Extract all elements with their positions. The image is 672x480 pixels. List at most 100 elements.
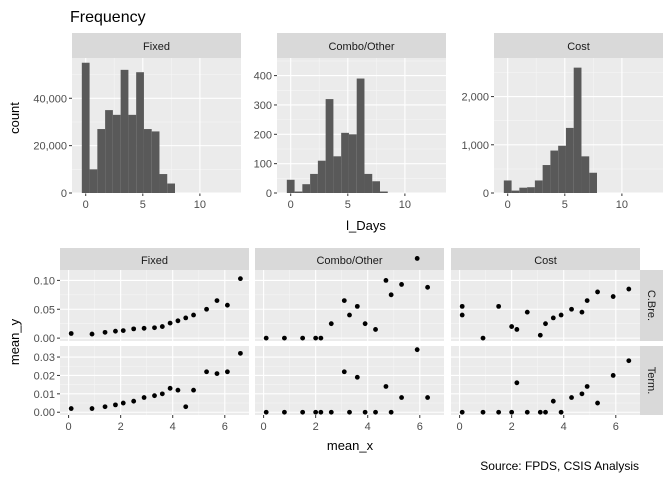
x-tick-label: 0	[457, 421, 463, 433]
scatter-row-strip-label: Term.	[645, 367, 657, 395]
y-tick-label: 200	[254, 129, 272, 141]
histogram-bar	[379, 191, 388, 193]
scatter-point	[584, 384, 590, 389]
scatter-point	[550, 398, 556, 404]
histogram-bar	[286, 179, 295, 193]
histogram-bar	[503, 180, 512, 193]
scatter-point	[626, 286, 632, 292]
scatter-point	[459, 409, 465, 415]
scatter-point	[459, 312, 465, 318]
histogram-bar	[542, 165, 551, 193]
scatter-point	[341, 298, 347, 303]
histogram-bar	[341, 132, 349, 193]
scatter-point	[167, 385, 173, 391]
histogram-bar	[317, 160, 326, 193]
scatter-point	[238, 276, 243, 282]
scatter-row-strip-label: C.Bre.	[645, 290, 657, 321]
panel-background	[255, 270, 444, 341]
scatter-y-axis-title: mean_y	[7, 318, 22, 365]
scatter-point	[175, 387, 181, 393]
scatter-point	[388, 409, 394, 415]
histogram-bar	[310, 173, 318, 193]
y-tick-label: 0	[483, 188, 489, 200]
scatter-point	[238, 350, 243, 356]
histogram-bar	[565, 127, 574, 193]
chart-caption: Source: FPDS, CSIS Analysis	[480, 459, 639, 473]
scatter-point	[514, 380, 520, 386]
y-tick-label: 400	[254, 71, 272, 83]
scatter-point	[131, 398, 137, 404]
histogram-bar	[527, 187, 535, 193]
scatter-column-strip	[60, 248, 249, 270]
scatter-point	[214, 298, 220, 303]
scatter-facets: Fixed Combo/Other Cost C.Bre. 0.00 0.05 0.10 Te…	[34, 248, 663, 433]
scatter-point	[414, 256, 420, 261]
y-tick-label: 0.10	[34, 275, 55, 287]
scatter-panel-fixed-c-bre	[60, 270, 249, 341]
scatter-point	[318, 409, 324, 415]
scatter-point	[383, 384, 389, 389]
x-tick-label: 6	[613, 421, 619, 433]
scatter-point	[399, 282, 404, 287]
x-tick-label: 0	[261, 421, 267, 433]
scatter-point	[113, 328, 118, 334]
scatter-point	[610, 373, 616, 378]
scatter-point	[300, 409, 306, 415]
histogram-bar	[294, 191, 303, 193]
y-tick-label: 0	[61, 188, 67, 200]
histogram-facet-cost: Cost 0 5 10 0 1,000 2,000	[461, 33, 663, 211]
x-tick-label: 10	[616, 199, 628, 211]
scatter-point	[159, 391, 165, 397]
scatter-point	[102, 404, 108, 410]
y-tick-label: 0.05	[34, 304, 55, 316]
scatter-point	[318, 335, 324, 341]
facet-strip	[494, 33, 663, 58]
scatter-point	[425, 284, 430, 290]
scatter-point	[558, 312, 564, 318]
scatter-point	[347, 409, 352, 415]
x-tick-label: 0	[288, 199, 294, 211]
x-tick-label: 4	[561, 421, 567, 433]
scatter-point	[89, 331, 95, 337]
histogram-bar	[558, 145, 566, 193]
y-tick-label: 0	[266, 188, 272, 200]
histogram-bar	[302, 184, 311, 193]
scatter-point	[341, 369, 347, 375]
scatter-point	[496, 303, 502, 309]
scatter-point	[509, 409, 515, 415]
histogram-bar	[534, 180, 543, 193]
histogram-bar	[333, 156, 342, 193]
scatter-point	[388, 292, 394, 298]
scatter-point	[183, 404, 189, 410]
histogram-bar	[143, 129, 152, 193]
x-tick-label: 6	[417, 421, 423, 433]
histogram-x-axis-title: l_Days	[346, 218, 386, 233]
scatter-point	[496, 409, 502, 415]
y-tick-label: 40,000	[33, 93, 67, 105]
scatter-point	[191, 387, 196, 393]
x-tick-label: 10	[399, 199, 411, 211]
scatter-point	[282, 409, 287, 415]
facet-strip	[277, 33, 446, 58]
x-tick-label: 5	[345, 199, 351, 211]
scatter-point	[610, 294, 616, 299]
scatter-point	[89, 406, 95, 411]
scatter-point	[263, 335, 269, 341]
scatter-point	[120, 328, 126, 334]
scatter-point	[159, 324, 165, 329]
histogram-bar	[105, 110, 113, 193]
scatter-point	[120, 400, 126, 406]
scatter-point	[313, 409, 319, 415]
histogram-bar	[159, 174, 168, 193]
histogram-bar	[573, 67, 582, 193]
y-tick-label: 0.03	[34, 352, 55, 364]
scatter-point	[414, 347, 420, 353]
histogram-bar	[364, 173, 373, 193]
scatter-point	[514, 327, 520, 332]
scatter-point	[362, 409, 368, 415]
scatter-point	[183, 315, 189, 321]
histogram-bar	[136, 72, 144, 193]
scatter-point	[354, 374, 360, 380]
scatter-point	[313, 335, 319, 341]
